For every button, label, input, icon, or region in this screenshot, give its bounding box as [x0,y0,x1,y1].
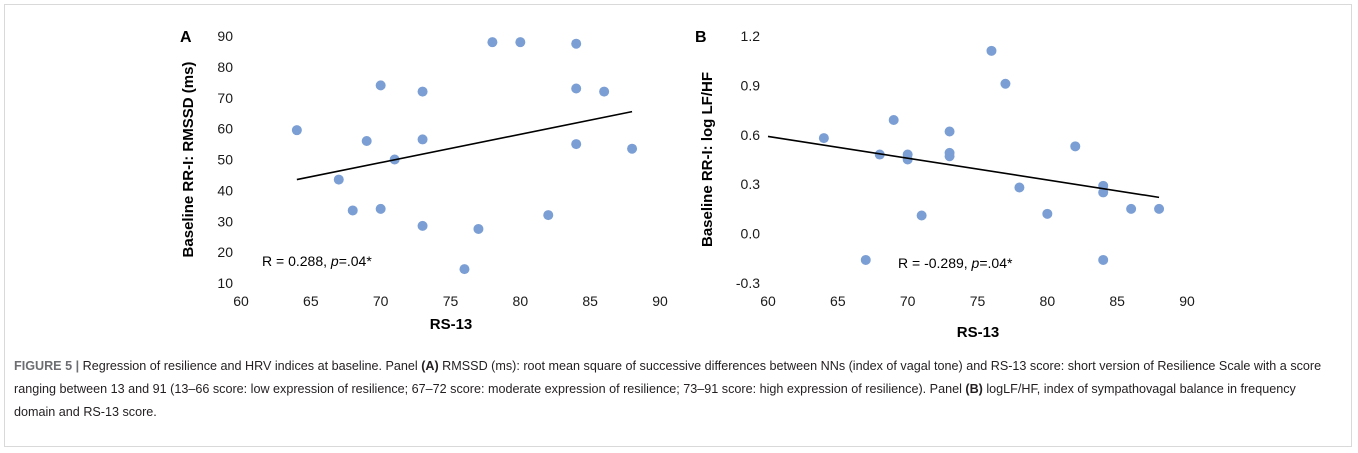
panel-a-chart: 10 20 30 40 50 60 70 80 90 60 65 70 75 80 85 90 RS-13 Bas… [180,28,668,333]
data-point [571,139,582,150]
data-point [1042,208,1053,219]
caption-figure-label: FIGURE 5 | [14,359,80,373]
data-point [1014,182,1025,193]
data-point [459,264,470,275]
data-point [986,45,997,56]
data-point [375,203,386,214]
x-tick-label: 90 [1179,293,1195,309]
data-point [599,86,610,97]
x-tick-label: 75 [970,293,986,309]
x-tick-label: 65 [830,293,846,309]
y-tick-label: -0.3 [736,275,760,291]
data-point [515,37,526,48]
caption-text-3: logLF/HF, index of sympathovagal balance… [14,382,1296,419]
data-point [888,114,899,125]
data-point [417,134,428,145]
data-point [627,143,638,154]
annotation-p-symbol: p [971,255,980,271]
data-point [571,83,582,94]
y-tick-label: 30 [217,213,233,229]
y-tick-label: 10 [217,275,233,291]
y-tick-label: 0.0 [741,226,761,242]
data-point [1154,203,1165,214]
data-point [860,254,871,265]
y-tick-label: 40 [217,182,233,198]
data-point [417,220,428,231]
data-point [944,126,955,137]
data-point [333,174,344,185]
figure-caption: FIGURE 5 | Regression of resilience and … [14,355,1339,424]
x-tick-label: 85 [1109,293,1125,309]
panel-letter: B [695,29,707,46]
data-point [347,205,358,216]
data-point [1098,254,1109,265]
correlation-annotation: R = -0.289, p=.04* [898,255,1013,271]
y-tick-label: 60 [217,121,233,137]
data-point [487,37,498,48]
x-tick-label: 60 [233,293,249,309]
x-tick-label: 90 [652,293,668,309]
caption-text-2: RMSSD (ms): root mean square of successi… [14,359,1322,396]
y-tick-label: 0.3 [741,176,761,192]
data-point [473,223,484,234]
y-axis-title: Baseline RR-I: log LF/HF [699,72,716,247]
y-tick-label: 20 [217,244,233,260]
x-tick-label: 80 [1040,293,1056,309]
data-point [375,80,386,91]
caption-panel-b: (B) [965,382,983,396]
data-point [361,135,372,146]
annotation-r-value: R = 0.288, [262,253,331,269]
panel-b-chart: -0.3 0.0 0.3 0.6 0.9 1.2 60 65 70 75 80 85 90 RS-13 Ba… [695,28,1195,341]
y-tick-label: 50 [217,152,233,168]
y-tick-label: 80 [217,59,233,75]
data-point [1070,141,1081,152]
caption-text-1: Regression of resilience and HRV indices… [79,359,422,373]
data-point [902,154,913,165]
data-point [944,151,955,162]
annotation-p-symbol: p [330,253,339,269]
x-tick-label: 70 [373,293,389,309]
data-point [1126,203,1137,214]
data-point [543,210,554,221]
annotation-p-value: =.04* [339,253,373,269]
trendline [767,135,1160,199]
data-point [818,133,829,144]
data-point [916,210,927,221]
y-tick-label: 0.9 [741,77,761,93]
annotation-r-value: R = -0.289, [898,255,972,271]
x-tick-label: 70 [900,293,916,309]
data-point [291,125,302,136]
data-point [417,86,428,97]
figure-frame [4,4,1352,447]
trendline [296,110,633,181]
x-tick-label: 85 [582,293,598,309]
x-axis-title: RS-13 [957,324,1000,341]
x-tick-label: 75 [443,293,459,309]
y-axis-title: Baseline RR-I: RMSSD (ms) [180,62,197,258]
x-tick-label: 65 [303,293,319,309]
annotation-p-value: =.04* [979,255,1013,271]
data-point [571,38,582,49]
caption-panel-a: (A) [421,359,439,373]
correlation-annotation: R = 0.288, p=.04* [262,253,372,269]
x-tick-label: 80 [513,293,529,309]
y-tick-label: 70 [217,90,233,106]
chart-figure: 10 20 30 40 50 60 70 80 90 60 65 70 75 80 85 90 RS-13 Bas… [180,28,1195,341]
x-axis-title: RS-13 [430,316,473,333]
data-point [1098,187,1109,198]
y-tick-label: 0.6 [741,127,761,143]
y-tick-label: 1.2 [741,28,761,44]
x-tick-label: 60 [760,293,776,309]
y-tick-label: 90 [217,28,233,44]
data-point [1000,78,1011,89]
panel-letter: A [180,29,192,46]
